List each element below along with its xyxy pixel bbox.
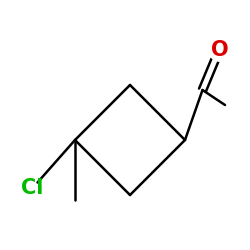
Text: Cl: Cl bbox=[21, 178, 44, 198]
Circle shape bbox=[209, 39, 231, 61]
Text: O: O bbox=[211, 40, 229, 60]
